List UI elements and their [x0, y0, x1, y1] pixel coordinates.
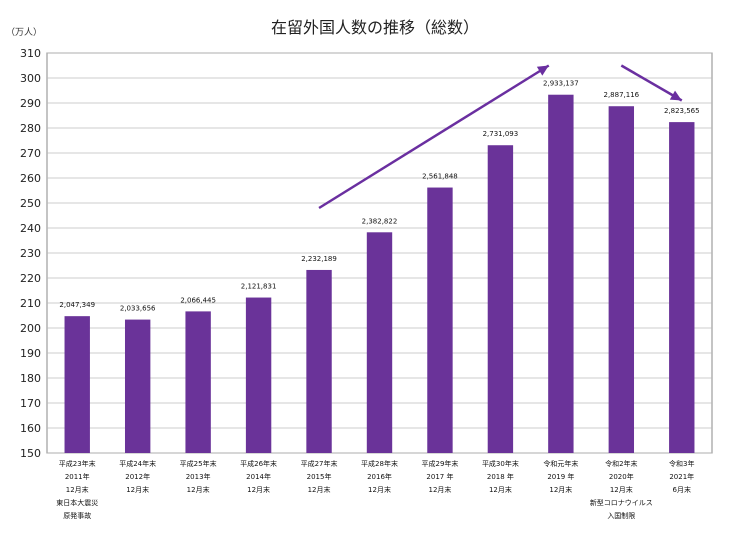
data-label: 2,033,656 [120, 305, 156, 313]
x-tick-label: 2017 年 [426, 472, 453, 481]
plot-area: 150 160 170 180 190 200 210 220 230 240 250 260 270 2… [20, 47, 713, 520]
y-tick-label: 270 [20, 147, 41, 160]
x-tick-label: 12月末 [549, 485, 572, 494]
x-tick-label: 令和元年末 [543, 459, 578, 468]
y-tick-label: 150 [20, 447, 41, 460]
data-label: 2,066,445 [180, 296, 216, 304]
y-tick-label: 230 [20, 247, 41, 260]
x-tick-label: 平成30年末 [482, 459, 519, 468]
data-label: 2,047,349 [59, 301, 95, 309]
chart-title: 在留外国人数の推移（総数） [270, 18, 479, 37]
bar [64, 316, 90, 453]
x-tick-label: 12月末 [66, 485, 89, 494]
y-tick-label: 250 [20, 197, 41, 210]
x-tick-label: 2015年 [307, 472, 332, 481]
data-label: 2,232,189 [301, 255, 337, 263]
y-tick-label: 220 [20, 272, 41, 285]
data-label: 2,823,565 [664, 107, 700, 115]
y-tick-label: 170 [20, 397, 41, 410]
trend-arrow [620, 64, 683, 102]
x-tick-label: 平成24年末 [119, 459, 156, 468]
x-tick-label: 12月末 [368, 485, 391, 494]
y-tick-label: 310 [20, 47, 41, 60]
y-tick-label: 280 [20, 122, 41, 135]
x-tick-label: 12月末 [187, 485, 210, 494]
y-axis-unit-label: （万人） [6, 27, 42, 38]
x-tick-label: 2020年 [609, 472, 634, 481]
x-tick-label: 原発事故 [63, 511, 91, 520]
y-tick-label: 290 [20, 97, 41, 110]
x-tick-label: 12月末 [428, 485, 451, 494]
y-tick-label: 160 [20, 422, 41, 435]
x-tick-label: 6月末 [673, 485, 691, 494]
bar [306, 269, 332, 453]
x-tick-label: 平成29年末 [421, 459, 458, 468]
x-tick-label: 2012年 [125, 472, 150, 481]
data-label: 2,121,831 [241, 283, 277, 291]
x-tick-label: 2011年 [65, 472, 90, 481]
y-tick-label: 180 [20, 372, 41, 385]
y-tick-label: 190 [20, 347, 41, 360]
y-tick-label: 240 [20, 222, 41, 235]
x-tick-label: 12月末 [126, 485, 149, 494]
x-tick-label: 新型コロナウイルス [590, 498, 653, 507]
x-tick-label: 平成26年末 [240, 459, 277, 468]
x-tick-label: 東日本大震災 [56, 498, 98, 507]
x-tick-label: 12月末 [489, 485, 512, 494]
x-tick-label: 令和3年 [669, 459, 694, 468]
y-tick-label: 210 [20, 297, 41, 310]
trend-arrow-head [669, 90, 682, 101]
x-tick-label: 平成27年末 [301, 459, 338, 468]
x-tick-label: 平成23年末 [59, 459, 96, 468]
bar [487, 145, 514, 453]
x-tick-label: 2016年 [367, 472, 392, 481]
x-tick-label: 2013年 [186, 472, 211, 481]
trend-arrow-head [536, 65, 549, 76]
bar [669, 122, 695, 453]
x-tick-label: 2014年 [246, 472, 271, 481]
bar [548, 94, 574, 453]
data-label: 2,887,116 [603, 91, 639, 99]
bar [124, 319, 151, 453]
x-tick-label: 2019 年 [547, 472, 574, 481]
x-tick-label: 12月末 [247, 485, 270, 494]
y-tick-label: 300 [20, 72, 41, 85]
data-label: 2,561,848 [422, 173, 458, 181]
bar [245, 297, 272, 453]
x-tick-label: 平成25年末 [180, 459, 217, 468]
trend-arrow [318, 64, 550, 210]
bar [427, 187, 453, 453]
data-label: 2,933,137 [543, 80, 579, 88]
x-tick-label: 令和2年末 [605, 459, 637, 468]
y-tick-label: 260 [20, 172, 41, 185]
bar [185, 311, 211, 453]
x-tick-label: 12月末 [610, 485, 633, 494]
x-tick-label: 2018 年 [487, 472, 514, 481]
data-label: 2,382,822 [362, 217, 398, 225]
y-tick-label: 200 [20, 322, 41, 335]
x-tick-label: 12月末 [308, 485, 331, 494]
bar [366, 232, 393, 453]
bar [608, 106, 635, 453]
data-label: 2,731,093 [483, 130, 519, 138]
x-tick-label: 平成28年末 [361, 459, 398, 468]
x-tick-label: 入国制限 [607, 511, 635, 520]
x-tick-label: 2021年 [669, 472, 694, 481]
